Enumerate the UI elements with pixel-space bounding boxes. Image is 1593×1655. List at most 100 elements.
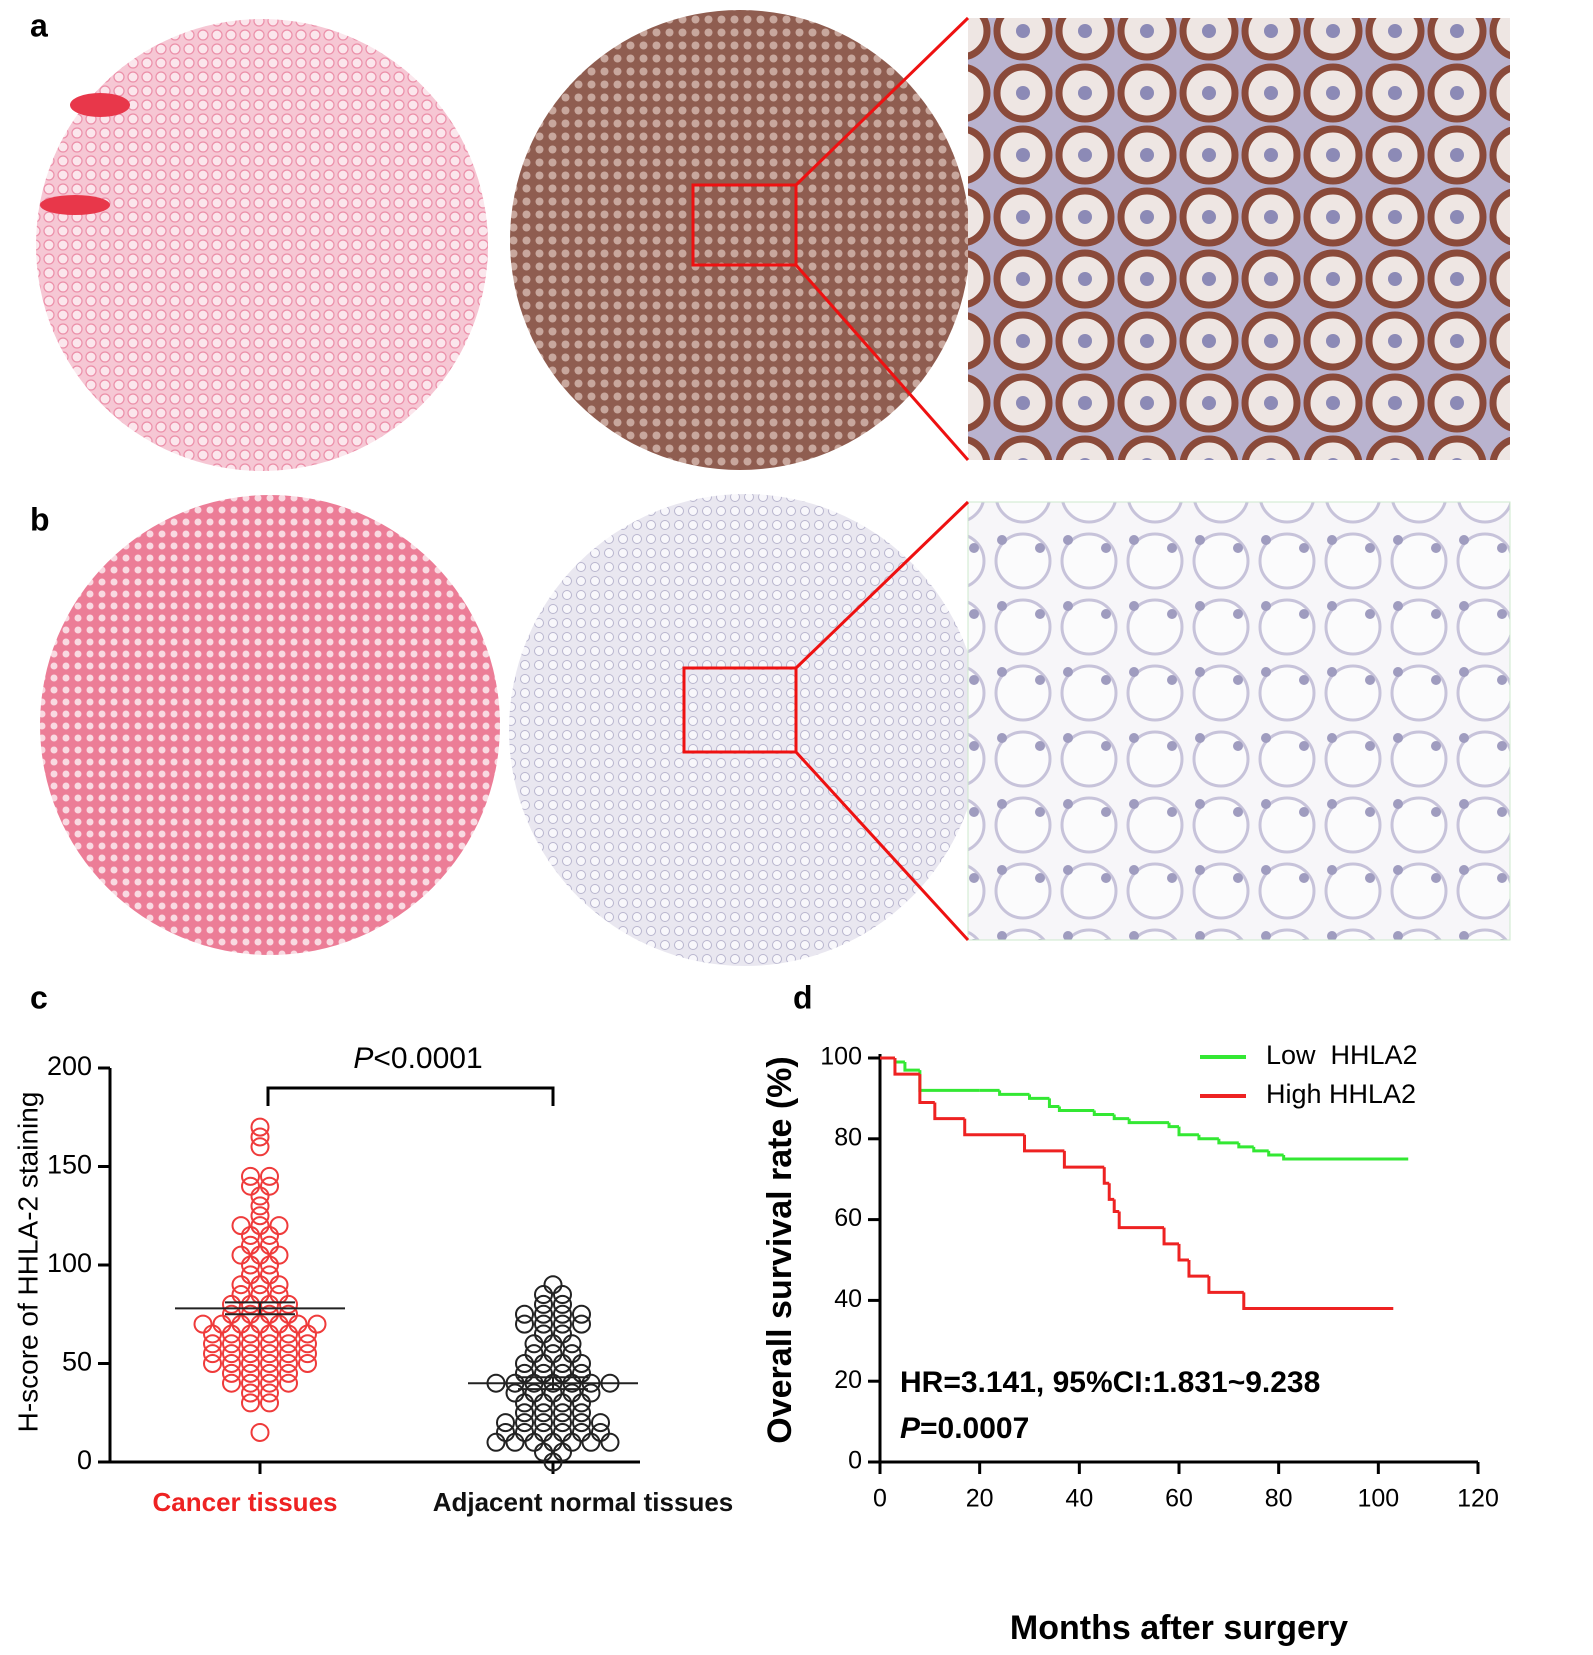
data-point <box>534 1393 553 1413</box>
panel-label: b <box>30 501 50 537</box>
data-point <box>250 1245 270 1265</box>
text-part: P <box>900 1412 921 1445</box>
data-point <box>553 1403 572 1423</box>
data-point <box>572 1354 591 1373</box>
data-point <box>250 1127 270 1147</box>
data-point <box>543 1334 563 1354</box>
data-point <box>562 1344 582 1364</box>
survival-step <box>1177 1126 1199 1137</box>
data-point <box>572 1304 591 1324</box>
data-point <box>553 1422 572 1442</box>
data-point <box>553 1363 572 1383</box>
data-point <box>241 1235 260 1255</box>
data-point <box>260 1265 279 1285</box>
data-point <box>553 1442 572 1462</box>
legend-label: Low HHLA2 <box>1266 1040 1418 1070</box>
data-point <box>260 1344 279 1364</box>
survival-step <box>1062 1150 1105 1169</box>
data-point <box>515 1393 534 1413</box>
survival-step <box>1057 1106 1095 1113</box>
data-point <box>269 1275 289 1295</box>
data-point <box>515 1304 534 1324</box>
x-tick-label: 40 <box>1065 1485 1093 1513</box>
survival-step <box>1237 1142 1254 1149</box>
data-point <box>241 1363 260 1383</box>
y-tick-label: 80 <box>834 1123 862 1151</box>
data-point <box>231 1285 251 1305</box>
data-point <box>222 1363 241 1383</box>
data-point <box>250 1196 270 1216</box>
data-point <box>260 1373 279 1393</box>
x-tick-label: 0 <box>873 1485 887 1513</box>
data-point <box>260 1383 279 1403</box>
he-stain-core <box>40 495 500 955</box>
survival-step <box>1167 1122 1179 1129</box>
error-bar <box>518 1376 588 1391</box>
data-point <box>241 1383 260 1403</box>
data-point <box>515 1422 534 1442</box>
data-point <box>572 1363 591 1383</box>
text-part: P <box>353 1042 373 1075</box>
data-point <box>260 1354 279 1373</box>
data-point <box>307 1314 327 1334</box>
survival-step <box>893 1058 920 1076</box>
data-point <box>222 1373 241 1393</box>
data-point <box>562 1432 582 1452</box>
text-part: =0.0007 <box>920 1412 1029 1445</box>
survival-step <box>1092 1110 1115 1117</box>
survival-step <box>1102 1167 1110 1185</box>
data-point <box>279 1363 298 1383</box>
data-point <box>231 1275 251 1295</box>
data-point <box>241 1324 260 1344</box>
y-tick-label: 40 <box>834 1285 862 1313</box>
data-point <box>524 1383 544 1403</box>
x-tick-label: 60 <box>1165 1485 1193 1513</box>
text-part: <0.0001 <box>373 1042 482 1075</box>
data-point <box>279 1334 298 1354</box>
survival-step <box>1028 1094 1050 1100</box>
panel-label: d <box>793 979 813 1015</box>
data-point <box>543 1432 563 1452</box>
data-point <box>553 1285 572 1305</box>
data-point <box>203 1344 222 1364</box>
data-point <box>486 1432 506 1452</box>
ihc-stain-core <box>509 494 981 966</box>
x-tick-label: Adjacent normal tissues <box>433 1487 734 1517</box>
data-point <box>260 1363 279 1383</box>
annotation: HR=3.141, 95%CI:1.831~9.238 <box>900 1366 1320 1399</box>
data-point <box>260 1176 279 1196</box>
data-point <box>553 1324 572 1344</box>
survival-step <box>1127 1118 1170 1125</box>
zoom-box <box>691 183 798 267</box>
data-point <box>222 1354 241 1373</box>
data-point <box>524 1334 544 1354</box>
data-point <box>250 1314 270 1334</box>
data-point <box>269 1314 289 1334</box>
x-tick-label: Cancer tissues <box>153 1487 338 1517</box>
data-point <box>572 1314 591 1334</box>
data-point <box>572 1403 591 1423</box>
data-point <box>515 1413 534 1433</box>
data-point <box>298 1344 317 1364</box>
data-point <box>515 1314 534 1334</box>
data-point <box>203 1354 222 1373</box>
data-point <box>250 1285 270 1305</box>
text-part: HR=3.141, 95%CI:1.831~9.238 <box>900 1366 1320 1399</box>
data-point <box>250 1117 270 1137</box>
survival-step <box>1162 1227 1179 1246</box>
survival-step <box>1187 1260 1209 1278</box>
y-tick-label: 0 <box>77 1445 92 1475</box>
data-point <box>515 1363 534 1383</box>
y-tick-label: 100 <box>47 1248 92 1278</box>
data-point <box>505 1432 525 1452</box>
data-point <box>600 1432 620 1452</box>
data-point <box>534 1324 553 1344</box>
survival-step <box>933 1102 965 1121</box>
survival-step <box>1112 1114 1130 1121</box>
data-point <box>241 1255 260 1275</box>
survival-step <box>918 1074 935 1104</box>
data-point <box>241 1354 260 1373</box>
data-point <box>534 1285 553 1305</box>
zoom-line <box>794 16 970 187</box>
data-point <box>279 1344 298 1364</box>
